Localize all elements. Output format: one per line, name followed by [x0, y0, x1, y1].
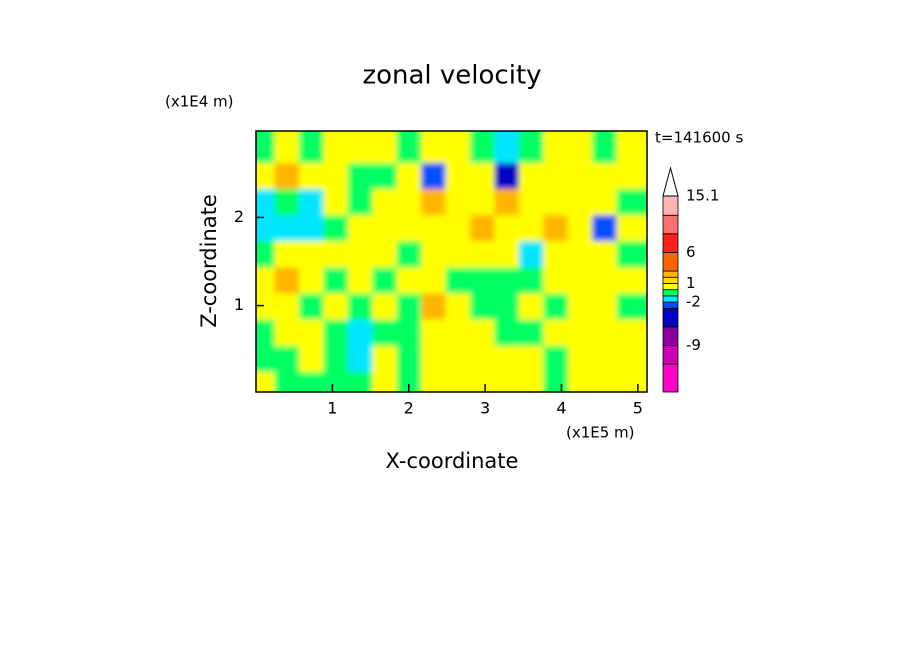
x-tick-label: 5: [633, 399, 643, 418]
x-tick-label: 4: [556, 399, 566, 418]
y-unit: (x1E4 m): [165, 93, 234, 111]
colorbar-box: [662, 233, 679, 253]
colorbar-box: [662, 195, 679, 216]
x-unit: (x1E5 m): [566, 424, 635, 442]
colorbar-box: [662, 345, 679, 365]
y-tick-label: 2: [234, 207, 244, 226]
colorbar-tick-label: 15.1: [686, 187, 719, 205]
colorbar-box: [662, 301, 679, 309]
contour-cells: [256, 131, 647, 392]
colorbar-box: [662, 283, 679, 291]
colorbar-tick-label: -2: [686, 293, 701, 311]
colorbar: 15.1 6 1-2 -9: [662, 166, 719, 393]
x-tick-label: 3: [480, 399, 490, 418]
plot-frame: [255, 130, 648, 393]
colorbar-box: [662, 270, 679, 278]
colorbar-arrow: [662, 166, 679, 197]
colorbar-box: [662, 295, 679, 303]
colorbar-box: [662, 307, 679, 328]
contour-cell: [616, 131, 647, 164]
chart-title: zonal velocity: [362, 61, 541, 91]
y-axis-label: Z-coordinate: [197, 194, 221, 328]
colorbar-tick-label: 6: [686, 243, 696, 261]
x-tick-label: 1: [327, 399, 337, 418]
time-label: t=141600 s: [655, 129, 743, 147]
colorbar-tick-label: -9: [686, 336, 701, 354]
colorbar-box: [662, 363, 679, 393]
colorbar-box: [662, 252, 679, 272]
colorbar-box: [662, 276, 679, 284]
colorbar-tick-label: 1: [686, 274, 696, 292]
x-tick-label: 2: [404, 399, 414, 418]
x-axis-label: X-coordinate: [386, 449, 519, 473]
contour-field: [256, 131, 647, 392]
colorbar-box: [662, 326, 679, 346]
y-tick-label: 1: [234, 295, 244, 314]
colorbar-box: [662, 214, 679, 235]
colorbar-box: [662, 289, 679, 297]
